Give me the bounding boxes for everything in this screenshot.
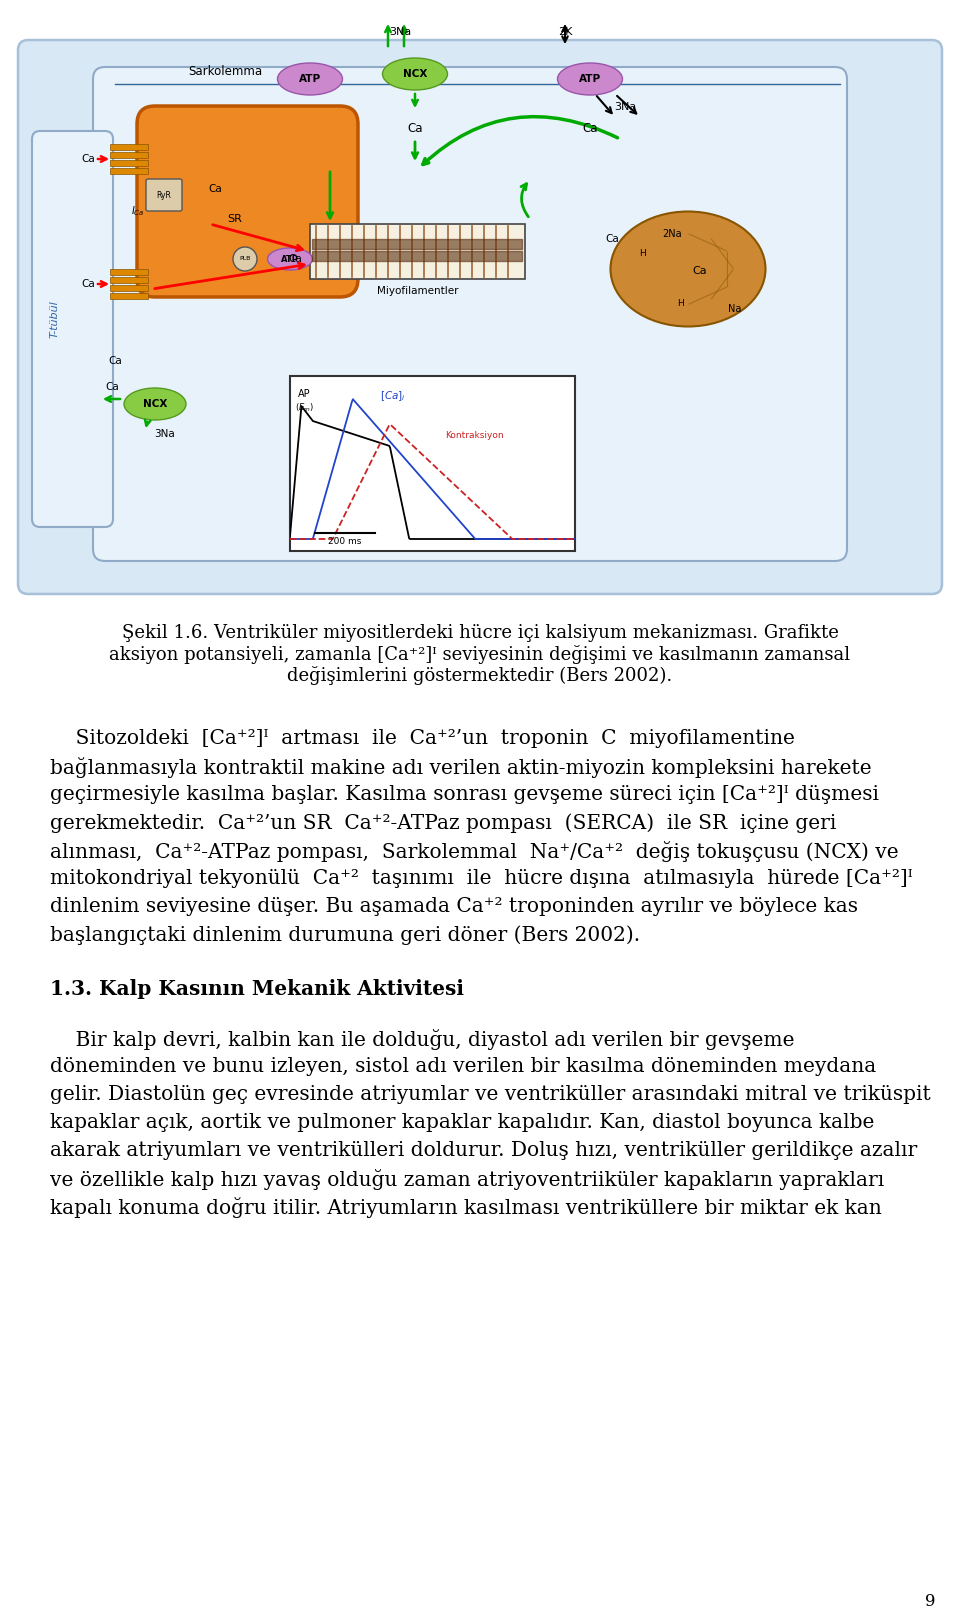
Text: 2K: 2K xyxy=(558,28,572,37)
Text: mitokondriyal tekyonülü  Ca⁺²  taşınımı  ile  hücre dışına  atılmasıyla  hürede : mitokondriyal tekyonülü Ca⁺² taşınımı il… xyxy=(50,869,913,887)
Ellipse shape xyxy=(124,389,186,419)
Text: ATP: ATP xyxy=(579,74,601,84)
Ellipse shape xyxy=(611,212,765,327)
Text: Ca: Ca xyxy=(288,254,301,264)
FancyBboxPatch shape xyxy=(18,40,942,594)
FancyBboxPatch shape xyxy=(146,180,182,210)
Text: Ca: Ca xyxy=(605,235,619,244)
Text: geçirmesiyle kasılma başlar. Kasılma sonrası gevşeme süreci için [Ca⁺²]ᴵ düşmesi: geçirmesiyle kasılma başlar. Kasılma son… xyxy=(50,785,879,805)
Text: $[Ca]_i$: $[Ca]_i$ xyxy=(380,389,406,403)
Ellipse shape xyxy=(558,63,622,96)
FancyBboxPatch shape xyxy=(310,223,525,278)
Text: Bir kalp devri, kalbin kan ile dolduğu, diyastol adı verilen bir gevşeme: Bir kalp devri, kalbin kan ile dolduğu, … xyxy=(50,1030,795,1051)
Text: Miyofilamentler: Miyofilamentler xyxy=(377,287,459,296)
Bar xyxy=(110,269,148,275)
Text: alınması,  Ca⁺²-ATPaz pompası,  Sarkolemmal  Na⁺/Ca⁺²  değiş tokuşçusu (NCX) ve: alınması, Ca⁺²-ATPaz pompası, Sarkolemma… xyxy=(50,840,899,861)
Text: Sarkolemma: Sarkolemma xyxy=(188,65,262,78)
Text: NCX: NCX xyxy=(143,398,167,410)
Text: kapalı konuma doğru itilir. Atriyumların kasılması ventriküllere bir miktar ek k: kapalı konuma doğru itilir. Atriyumların… xyxy=(50,1196,881,1217)
FancyBboxPatch shape xyxy=(290,376,575,550)
Text: $(E_m)$: $(E_m)$ xyxy=(295,402,314,413)
Text: $I_{Ca}$: $I_{Ca}$ xyxy=(132,204,145,219)
Text: değişimlerini göstermektedir (Bers 2002).: değişimlerini göstermektedir (Bers 2002)… xyxy=(287,665,673,685)
Bar xyxy=(110,293,148,300)
Text: H: H xyxy=(638,249,645,259)
Text: Ca: Ca xyxy=(106,382,119,392)
Text: kapaklar açık, aortik ve pulmoner kapaklar kapalıdır. Kan, diastol boyunca kalbe: kapaklar açık, aortik ve pulmoner kapakl… xyxy=(50,1112,875,1132)
Text: Ca: Ca xyxy=(583,123,598,136)
Text: 2Na: 2Na xyxy=(662,228,682,240)
FancyBboxPatch shape xyxy=(32,131,113,528)
FancyBboxPatch shape xyxy=(93,66,847,562)
Text: 1.3. Kalp Kasının Mekanik Aktivitesi: 1.3. Kalp Kasının Mekanik Aktivitesi xyxy=(50,979,464,999)
Ellipse shape xyxy=(382,58,447,91)
Text: Şekil 1.6. Ventriküler miyositlerdeki hücre içi kalsiyum mekanizması. Grafikte: Şekil 1.6. Ventriküler miyositlerdeki hü… xyxy=(122,623,838,643)
Text: 200 ms: 200 ms xyxy=(328,538,362,546)
Text: PLB: PLB xyxy=(239,256,251,262)
Text: dinlenim seviyesine düşer. Bu aşamada Ca⁺² troponinden ayrılır ve böylece kas: dinlenim seviyesine düşer. Bu aşamada Ca… xyxy=(50,897,858,916)
Text: başlangıçtaki dinlenim durumuna geri döner (Bers 2002).: başlangıçtaki dinlenim durumuna geri dön… xyxy=(50,924,640,944)
Text: Na: Na xyxy=(729,304,742,314)
Text: ve özellikle kalp hızı yavaş olduğu zaman atriyoventriiküler kapakların yaprakla: ve özellikle kalp hızı yavaş olduğu zama… xyxy=(50,1169,884,1190)
Text: H: H xyxy=(677,300,684,309)
Text: Ca: Ca xyxy=(407,123,422,136)
Text: Ca: Ca xyxy=(693,266,708,275)
Text: gerekmektedir.  Ca⁺²’un SR  Ca⁺²-ATPaz pompası  (SERCA)  ile SR  içine geri: gerekmektedir. Ca⁺²’un SR Ca⁺²-ATPaz pom… xyxy=(50,813,836,832)
Bar xyxy=(110,285,148,291)
Bar xyxy=(110,168,148,173)
Text: Sitozoldeki  [Ca⁺²]ᴵ  artması  ile  Ca⁺²’un  troponin  C  miyofilamentine: Sitozoldeki [Ca⁺²]ᴵ artması ile Ca⁺²’un … xyxy=(50,729,795,748)
Ellipse shape xyxy=(268,248,313,270)
Text: AP: AP xyxy=(298,389,311,398)
Text: Ca: Ca xyxy=(108,356,122,366)
Text: Ca: Ca xyxy=(208,185,222,194)
Text: ATP: ATP xyxy=(299,74,321,84)
Text: aksiyon potansiyeli, zamanla [Ca⁺²]ᴵ seviyesinin değişimi ve kasılmanın zamansal: aksiyon potansiyeli, zamanla [Ca⁺²]ᴵ sev… xyxy=(109,644,851,664)
Bar xyxy=(110,144,148,151)
Text: Ca: Ca xyxy=(82,154,95,164)
Bar xyxy=(110,277,148,283)
Bar xyxy=(110,160,148,167)
Text: 3Na: 3Na xyxy=(155,429,176,439)
Ellipse shape xyxy=(277,63,343,96)
Text: NCX: NCX xyxy=(403,70,427,79)
Text: 3Na: 3Na xyxy=(389,28,411,37)
Circle shape xyxy=(233,248,257,270)
Text: döneminden ve bunu izleyen, sistol adı verilen bir kasılma döneminden meydana: döneminden ve bunu izleyen, sistol adı v… xyxy=(50,1057,876,1077)
FancyBboxPatch shape xyxy=(137,105,358,296)
Text: bağlanmasıyla kontraktil makine adı verilen aktin-miyozin kompleksini harekete: bağlanmasıyla kontraktil makine adı veri… xyxy=(50,758,872,779)
Text: 9: 9 xyxy=(924,1593,935,1609)
Text: gelir. Diastolün geç evresinde atriyumlar ve ventriküller arasındaki mitral ve t: gelir. Diastolün geç evresinde atriyumla… xyxy=(50,1085,931,1104)
Text: Kontraksiyon: Kontraksiyon xyxy=(445,432,504,440)
Text: ATP: ATP xyxy=(281,254,299,264)
Text: 3Na: 3Na xyxy=(613,102,636,112)
Text: Ca: Ca xyxy=(82,278,95,290)
Text: SR: SR xyxy=(228,214,243,223)
Text: RyR: RyR xyxy=(156,191,172,199)
Text: akarak atriyumları ve ventrikülleri doldurur. Doluş hızı, ventriküller gerildikç: akarak atriyumları ve ventrikülleri dold… xyxy=(50,1141,917,1159)
Bar xyxy=(110,152,148,159)
Text: T-tübül: T-tübül xyxy=(50,300,60,338)
